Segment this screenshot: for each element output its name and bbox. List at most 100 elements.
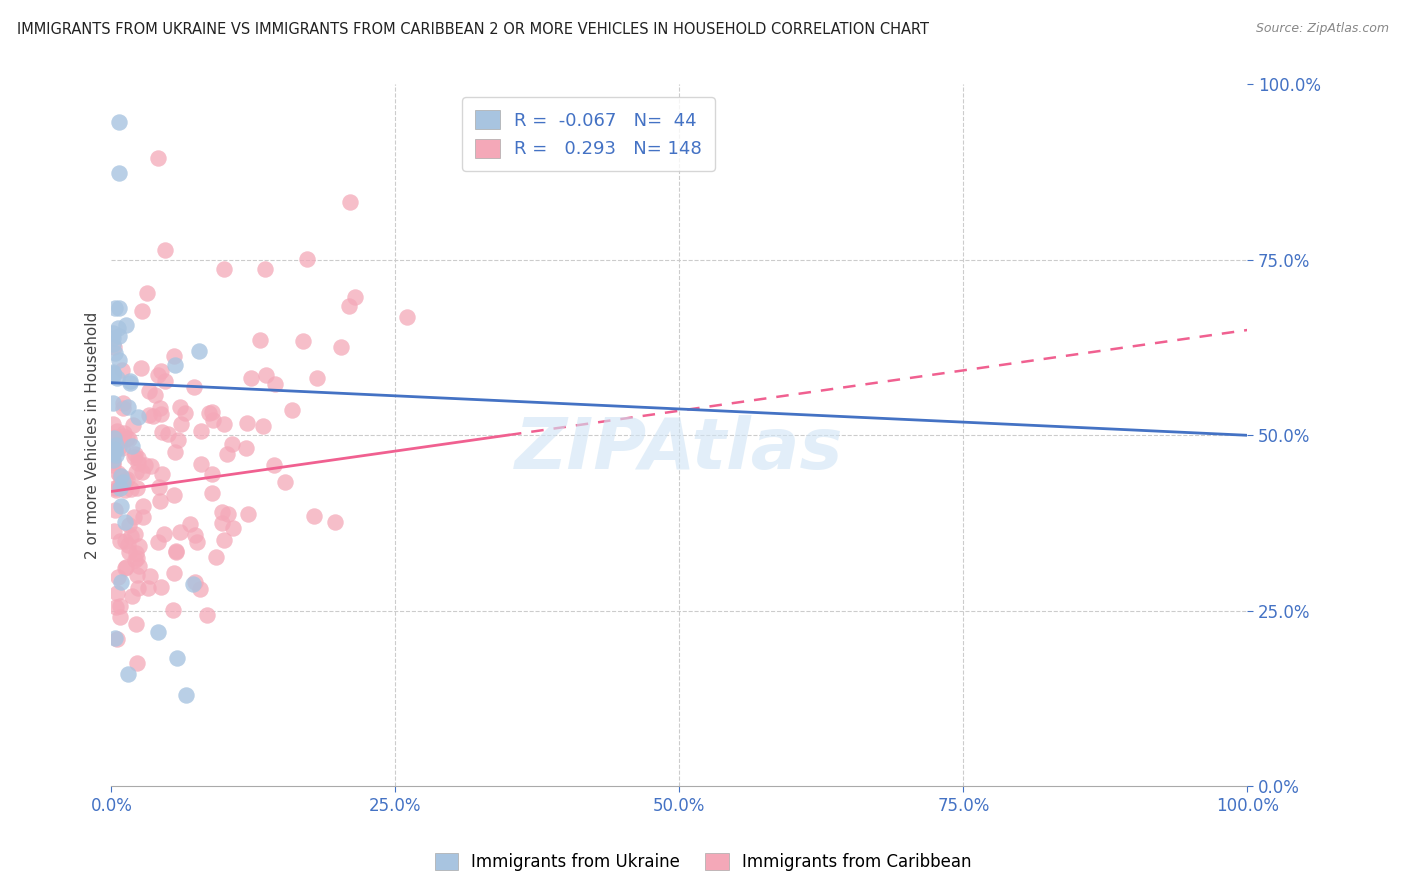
Point: [291, 334, 314, 348]
Point: [105, 632, 128, 646]
Point: [107, 321, 129, 335]
Point: [127, 409, 149, 424]
Point: [201, 467, 224, 481]
Point: [395, 310, 418, 325]
Text: ZIPAtlas: ZIPAtlas: [515, 415, 844, 483]
Point: [143, 388, 166, 402]
Point: [167, 433, 190, 447]
Point: [163, 349, 186, 363]
Point: [114, 473, 136, 487]
Point: [146, 624, 169, 639]
Point: [183, 380, 205, 394]
Point: [148, 480, 170, 494]
Point: [120, 482, 142, 496]
Point: [149, 364, 172, 378]
Point: [197, 607, 219, 622]
Legend: R =  -0.067   N=  44, R =   0.293   N= 148: R = -0.067 N= 44, R = 0.293 N= 148: [463, 97, 714, 171]
Y-axis label: 2 or more Vehicles in Household: 2 or more Vehicles in Household: [86, 311, 100, 559]
Point: [150, 407, 173, 421]
Point: [222, 521, 245, 535]
Point: [108, 479, 131, 493]
Point: [110, 469, 132, 483]
Point: [117, 518, 139, 533]
Point: [184, 528, 207, 542]
Point: [139, 459, 162, 474]
Point: [132, 499, 155, 513]
Point: [107, 301, 129, 316]
Point: [122, 509, 145, 524]
Point: [101, 366, 124, 380]
Point: [165, 444, 187, 458]
Point: [105, 586, 128, 600]
Point: [101, 455, 124, 469]
Point: [104, 481, 127, 495]
Point: [125, 546, 148, 560]
Point: [212, 417, 235, 432]
Point: [138, 408, 160, 422]
Point: [124, 526, 146, 541]
Point: [127, 456, 149, 470]
Point: [190, 457, 212, 471]
Point: [103, 445, 125, 459]
Point: [103, 432, 125, 446]
Point: [111, 429, 134, 443]
Point: [104, 443, 127, 458]
Point: [202, 413, 225, 427]
Point: [108, 115, 131, 129]
Point: [235, 441, 257, 455]
Point: [103, 301, 125, 315]
Point: [127, 550, 149, 565]
Point: [236, 417, 259, 431]
Point: [211, 505, 233, 519]
Point: [114, 533, 136, 548]
Point: [139, 568, 162, 582]
Point: [107, 166, 129, 180]
Point: [117, 666, 139, 681]
Point: [108, 329, 131, 343]
Point: [110, 469, 132, 483]
Point: [125, 481, 148, 495]
Point: [148, 368, 170, 383]
Point: [111, 363, 134, 377]
Point: [125, 567, 148, 582]
Point: [110, 574, 132, 589]
Point: [169, 400, 191, 414]
Point: [138, 384, 160, 398]
Point: [264, 376, 287, 391]
Point: [205, 549, 228, 564]
Point: [118, 545, 141, 559]
Point: [114, 515, 136, 529]
Point: [103, 524, 125, 538]
Point: [165, 543, 187, 558]
Point: [339, 194, 361, 209]
Point: [107, 371, 129, 385]
Point: [201, 486, 224, 500]
Point: [249, 333, 271, 347]
Point: [150, 580, 173, 594]
Point: [107, 570, 129, 584]
Point: [174, 406, 197, 420]
Point: [188, 344, 211, 359]
Point: [211, 516, 233, 530]
Point: [131, 304, 153, 318]
Point: [295, 252, 318, 267]
Point: [156, 427, 179, 442]
Point: [253, 262, 276, 277]
Point: [165, 544, 187, 558]
Point: [190, 582, 212, 596]
Point: [114, 318, 136, 332]
Point: [343, 290, 366, 304]
Point: [108, 610, 131, 624]
Point: [190, 424, 212, 438]
Point: [153, 527, 176, 541]
Point: [101, 448, 124, 462]
Point: [217, 508, 239, 522]
Point: [111, 396, 134, 410]
Text: Source: ZipAtlas.com: Source: ZipAtlas.com: [1256, 22, 1389, 36]
Point: [108, 534, 131, 549]
Point: [136, 581, 159, 595]
Point: [101, 453, 124, 467]
Point: [118, 432, 141, 446]
Point: [150, 467, 173, 482]
Point: [108, 482, 131, 496]
